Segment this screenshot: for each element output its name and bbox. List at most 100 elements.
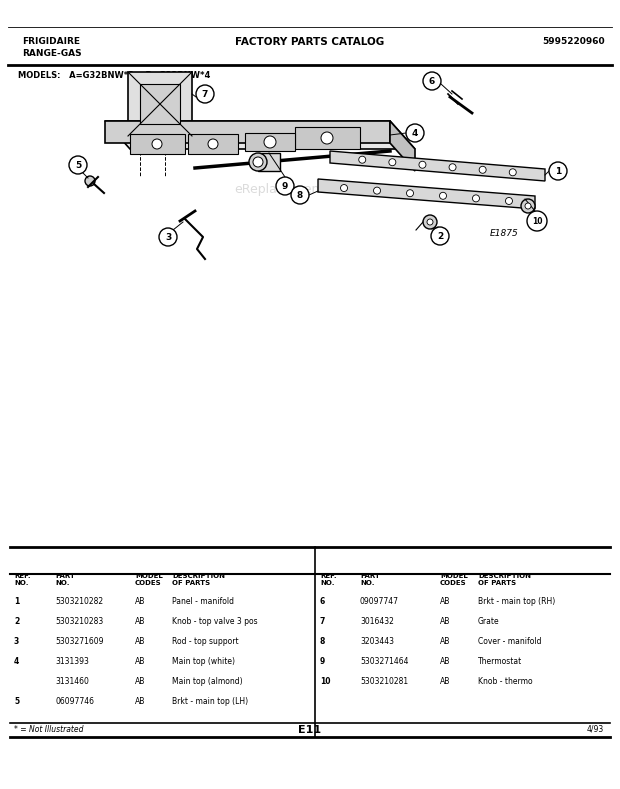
Text: 4: 4 <box>412 129 418 137</box>
Bar <box>188 134 238 154</box>
Text: eReplacementParts.com: eReplacementParts.com <box>234 182 386 196</box>
Circle shape <box>525 203 531 209</box>
Text: REF.: REF. <box>14 573 30 579</box>
Text: 10: 10 <box>320 677 330 686</box>
Text: FRIGIDAIRE: FRIGIDAIRE <box>22 37 80 46</box>
Bar <box>130 134 185 154</box>
Text: DESCRIPTION: DESCRIPTION <box>478 573 531 579</box>
Text: CODES: CODES <box>135 580 162 586</box>
Circle shape <box>521 199 535 213</box>
Text: Brkt - main top (RH): Brkt - main top (RH) <box>478 597 556 606</box>
Text: 5303271464: 5303271464 <box>360 657 409 666</box>
Circle shape <box>419 161 426 168</box>
Polygon shape <box>105 121 390 143</box>
Circle shape <box>549 162 567 180</box>
Circle shape <box>407 189 414 196</box>
Circle shape <box>373 187 381 194</box>
Polygon shape <box>330 151 545 181</box>
Circle shape <box>389 159 396 166</box>
Circle shape <box>276 177 294 195</box>
Circle shape <box>291 186 309 204</box>
Text: AB: AB <box>135 637 145 646</box>
Text: OF PARTS: OF PARTS <box>172 580 210 586</box>
Text: 5303210283: 5303210283 <box>55 617 104 626</box>
Text: AB: AB <box>135 597 145 606</box>
Circle shape <box>253 157 263 167</box>
Text: AB: AB <box>135 697 145 706</box>
Circle shape <box>264 136 276 148</box>
Text: MODELS:   A=G32BNW*3    B=G32BNW*4: MODELS: A=G32BNW*3 B=G32BNW*4 <box>18 71 210 80</box>
Text: Brkt - main top (LH): Brkt - main top (LH) <box>172 697 248 706</box>
Circle shape <box>359 156 366 163</box>
Circle shape <box>85 176 95 186</box>
Text: 4/93: 4/93 <box>587 725 604 734</box>
Text: 6: 6 <box>320 597 326 606</box>
Circle shape <box>509 169 516 176</box>
Circle shape <box>423 72 441 90</box>
Text: 5303210282: 5303210282 <box>55 597 103 606</box>
Text: 5303210281: 5303210281 <box>360 677 408 686</box>
Text: NO.: NO. <box>55 580 69 586</box>
Text: NO.: NO. <box>14 580 29 586</box>
Text: FACTORY PARTS CATALOG: FACTORY PARTS CATALOG <box>236 37 384 47</box>
Bar <box>140 84 180 124</box>
Circle shape <box>321 132 333 144</box>
Circle shape <box>440 193 446 200</box>
Circle shape <box>249 153 267 171</box>
Text: Cover - manifold: Cover - manifold <box>478 637 541 646</box>
Text: Main top (white): Main top (white) <box>172 657 235 666</box>
Text: AB: AB <box>440 657 450 666</box>
Text: AB: AB <box>440 617 450 626</box>
Text: 1: 1 <box>555 166 561 175</box>
Text: Grate: Grate <box>478 617 500 626</box>
Text: 4: 4 <box>14 657 19 666</box>
Text: 5303271609: 5303271609 <box>55 637 104 646</box>
Circle shape <box>208 139 218 149</box>
Text: RANGE-GAS: RANGE-GAS <box>22 49 82 58</box>
Text: 5: 5 <box>75 160 81 170</box>
Circle shape <box>449 164 456 170</box>
Text: 5: 5 <box>14 697 19 706</box>
Circle shape <box>472 195 479 202</box>
Circle shape <box>423 215 437 229</box>
Text: MODEL: MODEL <box>135 573 162 579</box>
Text: 09097747: 09097747 <box>360 597 399 606</box>
Polygon shape <box>318 179 535 209</box>
Text: REF.: REF. <box>320 573 337 579</box>
Text: 9: 9 <box>320 657 326 666</box>
Text: PART: PART <box>360 573 380 579</box>
Text: * = Not Illustrated: * = Not Illustrated <box>14 725 84 734</box>
Text: 1: 1 <box>14 597 19 606</box>
Text: AB: AB <box>135 657 145 666</box>
Text: Rod - top support: Rod - top support <box>172 637 239 646</box>
Text: AB: AB <box>440 677 450 686</box>
Text: E11: E11 <box>298 725 322 735</box>
Text: 10: 10 <box>532 216 542 226</box>
Circle shape <box>527 211 547 231</box>
Text: 3016432: 3016432 <box>360 617 394 626</box>
Text: 5995220960: 5995220960 <box>542 37 605 46</box>
Text: 3: 3 <box>14 637 19 646</box>
Text: 7: 7 <box>202 89 208 99</box>
Text: AB: AB <box>135 617 145 626</box>
Circle shape <box>406 124 424 142</box>
Text: 3131460: 3131460 <box>55 677 89 686</box>
Text: 7: 7 <box>320 617 326 626</box>
Text: E1875: E1875 <box>490 229 519 238</box>
Text: 3131393: 3131393 <box>55 657 89 666</box>
Text: DESCRIPTION: DESCRIPTION <box>172 573 225 579</box>
Text: Main top (almond): Main top (almond) <box>172 677 242 686</box>
Bar <box>245 133 295 151</box>
Text: Panel - manifold: Panel - manifold <box>172 597 234 606</box>
Circle shape <box>69 156 87 174</box>
Text: AB: AB <box>440 637 450 646</box>
Circle shape <box>427 219 433 225</box>
Text: 3: 3 <box>165 233 171 241</box>
Text: 3203443: 3203443 <box>360 637 394 646</box>
Text: MODEL: MODEL <box>440 573 467 579</box>
Bar <box>295 127 360 149</box>
Text: PART: PART <box>55 573 75 579</box>
Text: NO.: NO. <box>320 580 335 586</box>
Text: CODES: CODES <box>440 580 467 586</box>
Text: NO.: NO. <box>360 580 374 586</box>
